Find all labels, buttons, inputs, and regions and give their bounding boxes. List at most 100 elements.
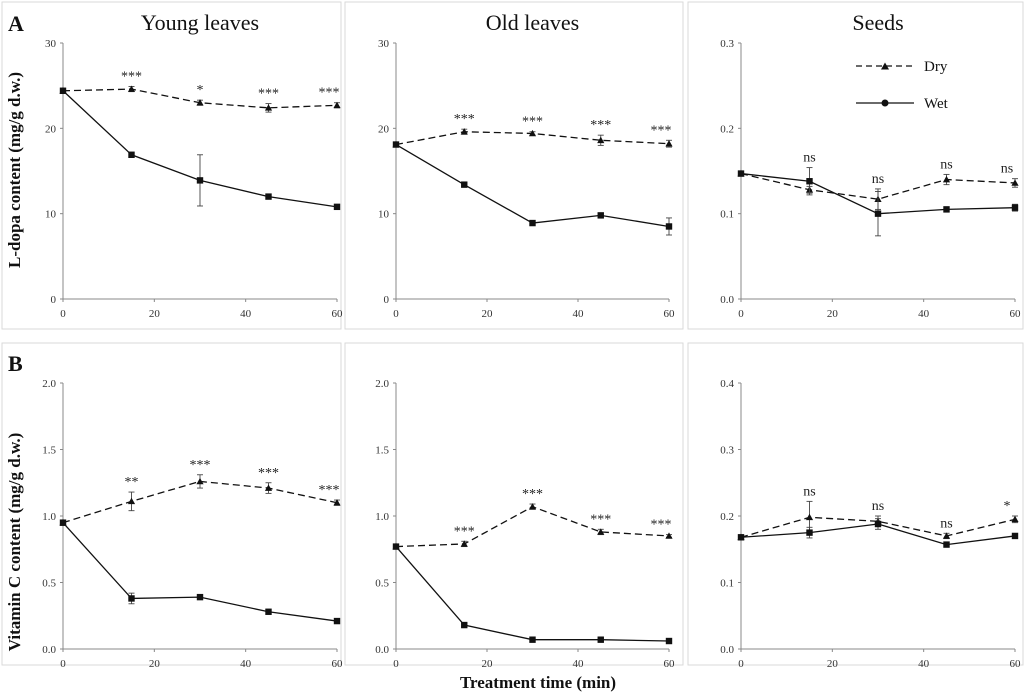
legend-wet-marker [881,99,889,107]
y-tick-label: 0.0 [720,644,734,656]
chart-old-leaves-ldopa: 0 10 20 30 0 20 40 60 Old leaves *** *** *** *** [378,10,675,320]
panel-frame-young-leaves-ldopa [1,1,342,330]
data-point-wet [461,621,468,629]
data-point-wet [806,529,813,536]
data-point-wet [333,203,341,211]
x-tick-label: 60 [332,658,344,670]
data-point-wet [265,193,272,200]
y-axis-label-ldopa: L-dopa content (mg/g d.w.) [5,72,24,268]
significance-label: *** [651,518,672,533]
chart-seeds-vitc: 0.0 0.1 0.2 0.3 0.4 0 20 40 60 ns ns ns * [720,378,1021,670]
x-tick-label: 40 [240,308,252,320]
y-tick-label: 10 [45,209,57,221]
data-point-dry [264,104,273,111]
data-point-dry [333,101,341,109]
data-point-dry [665,532,673,539]
data-point-wet [128,151,135,158]
data-point-dry [805,513,814,521]
y-tick-label: 0.2 [720,511,734,523]
y-tick-label: 0.1 [720,578,734,590]
y-tick-label: 30 [45,38,57,50]
data-point-wet [1011,204,1019,211]
y-tick-label: 20 [378,123,390,135]
chart-old-leaves-vitc: 0.0 0.5 1.0 1.5 2.0 0 20 40 60 *** *** *** *** [375,378,675,670]
data-point-wet [665,223,673,230]
significance-label: *** [651,123,672,138]
significance-label: *** [319,483,340,498]
significance-label: *** [454,112,475,127]
data-point-wet [529,219,536,227]
x-tick-label: 40 [918,658,930,670]
x-tick-label: 40 [240,658,252,670]
y-tick-label: 2.0 [42,378,56,390]
data-point-wet [128,595,135,602]
data-point-dry [127,85,136,92]
x-tick-label: 20 [482,658,494,670]
y-axis-label-vitc: Vitamin C content (mg/g d.w.) [5,433,24,651]
x-tick-label: 0 [60,308,66,320]
data-point-dry [597,136,605,144]
panel-frame-seeds-vitc [687,342,1024,666]
data-point-wet [265,608,272,615]
legend-wet-label: Wet [924,96,949,112]
y-tick-label: 20 [45,123,57,135]
x-tick-label: 40 [573,658,585,670]
x-tick-label: 60 [332,308,344,320]
y-tick-label: 10 [378,209,390,221]
data-point-wet [665,637,673,645]
data-point-wet [59,87,67,94]
x-tick-label: 0 [738,658,744,670]
y-tick-label: 1.5 [42,445,56,457]
data-point-wet [943,206,950,213]
significance-label: *** [258,87,279,102]
row-label-a: A [8,11,24,36]
data-point-wet [196,177,204,184]
y-tick-label: 0 [51,294,57,306]
y-tick-label: 0.5 [375,578,389,590]
significance-label: *** [522,487,543,502]
x-tick-label: 60 [664,308,676,320]
data-point-wet [874,210,882,217]
significance-label: ** [125,475,139,490]
series-line-dry [740,516,1016,538]
data-point-dry [333,499,341,506]
significance-label: *** [590,118,611,133]
significance-label: ns [940,157,952,172]
x-tick-label: 0 [393,658,399,670]
x-axis-label: Treatment time (min) [460,673,616,692]
x-tick-label: 40 [573,308,585,320]
data-point-wet [943,541,950,548]
x-tick-label: 0 [60,658,66,670]
x-tick-label: 20 [827,658,839,670]
x-tick-label: 60 [1010,658,1022,670]
row-label-b: B [8,351,23,376]
y-tick-label: 0.0 [375,644,389,656]
y-tick-label: 1.5 [375,445,389,457]
significance-label: *** [522,115,543,130]
data-point-wet [59,519,67,526]
y-tick-label: 0.4 [720,378,734,390]
y-tick-label: 0.5 [42,578,56,590]
panel-frame-old-leaves-ldopa [344,1,684,330]
significance-label: *** [258,466,279,481]
x-tick-label: 20 [827,308,839,320]
data-point-wet [737,534,745,541]
data-point-dry [528,129,537,137]
chart-young-leaves-vitc: 0.00.51.01.52.00 20 40 60*********** [42,378,343,670]
significance-label: *** [121,70,142,85]
data-point-dry [942,532,951,539]
panel-frame-seeds-ldopa [687,1,1024,330]
x-tick-label: 20 [149,658,161,670]
x-tick-label: 40 [918,308,930,320]
panel-title-old-leaves: Old leaves [486,10,579,35]
panel-frame-old-leaves-vitc [344,342,684,666]
data-point-dry [528,503,537,510]
series-line-dry [740,172,1016,200]
data-point-dry [460,128,468,135]
y-tick-label: 0.0 [42,644,56,656]
data-point-dry [1011,179,1019,186]
data-point-dry [127,497,136,505]
data-point-wet [196,593,204,601]
